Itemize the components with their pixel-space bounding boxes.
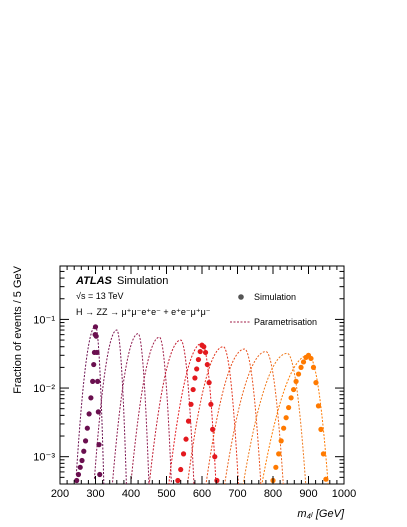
simulation-point [310,364,317,370]
simulation-point [201,344,207,350]
x-tick-label: 800 [264,488,282,500]
energy-label: √s = 13 TeV [76,291,124,301]
legend-parametrisation-label: Parametrisation [254,317,317,327]
simulation-point [91,361,97,368]
simulation-point [298,364,304,370]
simulation-point [320,451,327,457]
simulation-point [195,356,202,363]
simulation-point [202,349,209,356]
axes: 200 300 400 500 600 700 800 900 1000 10⁻³ 10⁻² 10⁻¹ [33,266,356,500]
simulation-point [208,401,214,407]
simulation-point [278,438,284,444]
x-tick-label: 1000 [332,488,356,500]
parametrisation-curve-720 [205,348,262,484]
simulation-point [190,386,196,393]
simulation-point [84,425,90,431]
parametrisation-curve-540 [148,339,195,484]
parametrisation-curve-360 [93,329,127,484]
simulation-point [273,464,279,470]
simulation-point [210,426,216,432]
simulation-point [300,359,307,365]
legend-simulation-marker-icon [238,294,244,300]
simulation-point [290,386,297,393]
simulation-point [92,324,99,330]
x-tick-label: 700 [228,488,246,500]
parametrisation-curve-420 [112,333,150,484]
simulation-point [95,409,101,415]
simulation-point [79,457,85,464]
simulation-point [206,380,212,386]
simulation-point [315,403,322,409]
parametrisation-curves [75,325,329,484]
y-axis-title: Fraction of events / 5 GeV [12,265,24,393]
parametrisation-curve-480 [130,336,172,484]
y-tick-label: 10⁻³ [33,452,55,464]
simulation-point [212,454,218,460]
x-axis-title: m₄ₗ [GeV] [297,508,345,520]
simulation-point [75,471,82,478]
simulation-point [204,361,210,368]
simulation-point [194,366,200,372]
simulation-point [295,371,302,377]
simulation-point [81,448,87,454]
simulation-point [185,418,192,424]
simulation-point [95,378,101,384]
simulation-point [96,442,102,448]
simulation-point [90,378,96,384]
simulation-point [74,477,80,484]
atlas-label: ATLAS [75,275,113,287]
simulation-point [288,395,294,401]
simulation-point [192,375,198,381]
legend-simulation-label: Simulation [254,292,296,302]
parametrisation-curve-660 [186,346,239,484]
x-tick-label: 300 [86,488,104,500]
simulation-point [97,471,103,478]
x-tick-label: 600 [193,488,211,500]
parametrisation-curve-300 [75,325,105,484]
simulation-point [308,355,314,362]
simulation-point [283,415,289,421]
simulation-markers [74,324,329,484]
simulation-point [197,348,203,355]
simulation-point [293,378,299,384]
simulation-point [188,401,194,407]
simulation-point [88,395,94,401]
simulation-point [86,411,92,417]
x-tick-label: 200 [51,488,69,500]
parametrisation-curve-840 [242,352,307,484]
simulation-point [82,438,89,444]
x-tick-label: 500 [157,488,175,500]
simulation-point [183,436,189,442]
simulation-point [94,349,100,356]
simulation-point [77,464,83,470]
simulation-point [286,404,292,411]
simulation-point [93,333,99,339]
y-tick-label: 10⁻² [33,383,55,395]
process-label: H → ZZ → μ⁺μ⁻e⁺e⁻ + e⁺e⁻μ⁺μ⁻ [76,307,211,317]
simulation-point [180,451,187,457]
parametrisation-curve-900 [261,354,329,484]
simulation-point [313,380,319,386]
simulation-point [318,426,324,432]
simulation-point [214,477,220,484]
simulation-point [281,425,287,431]
parametrisation-curve-780 [224,351,284,484]
simulation-point [276,451,282,457]
simulation-point [175,477,181,484]
status-label: Simulation [117,275,168,287]
x-tick-label: 900 [299,488,317,500]
y-tick-label: 10⁻¹ [33,314,55,326]
simulation-point [178,466,184,473]
x-tick-label: 400 [122,488,140,500]
simulation-point [323,476,329,482]
